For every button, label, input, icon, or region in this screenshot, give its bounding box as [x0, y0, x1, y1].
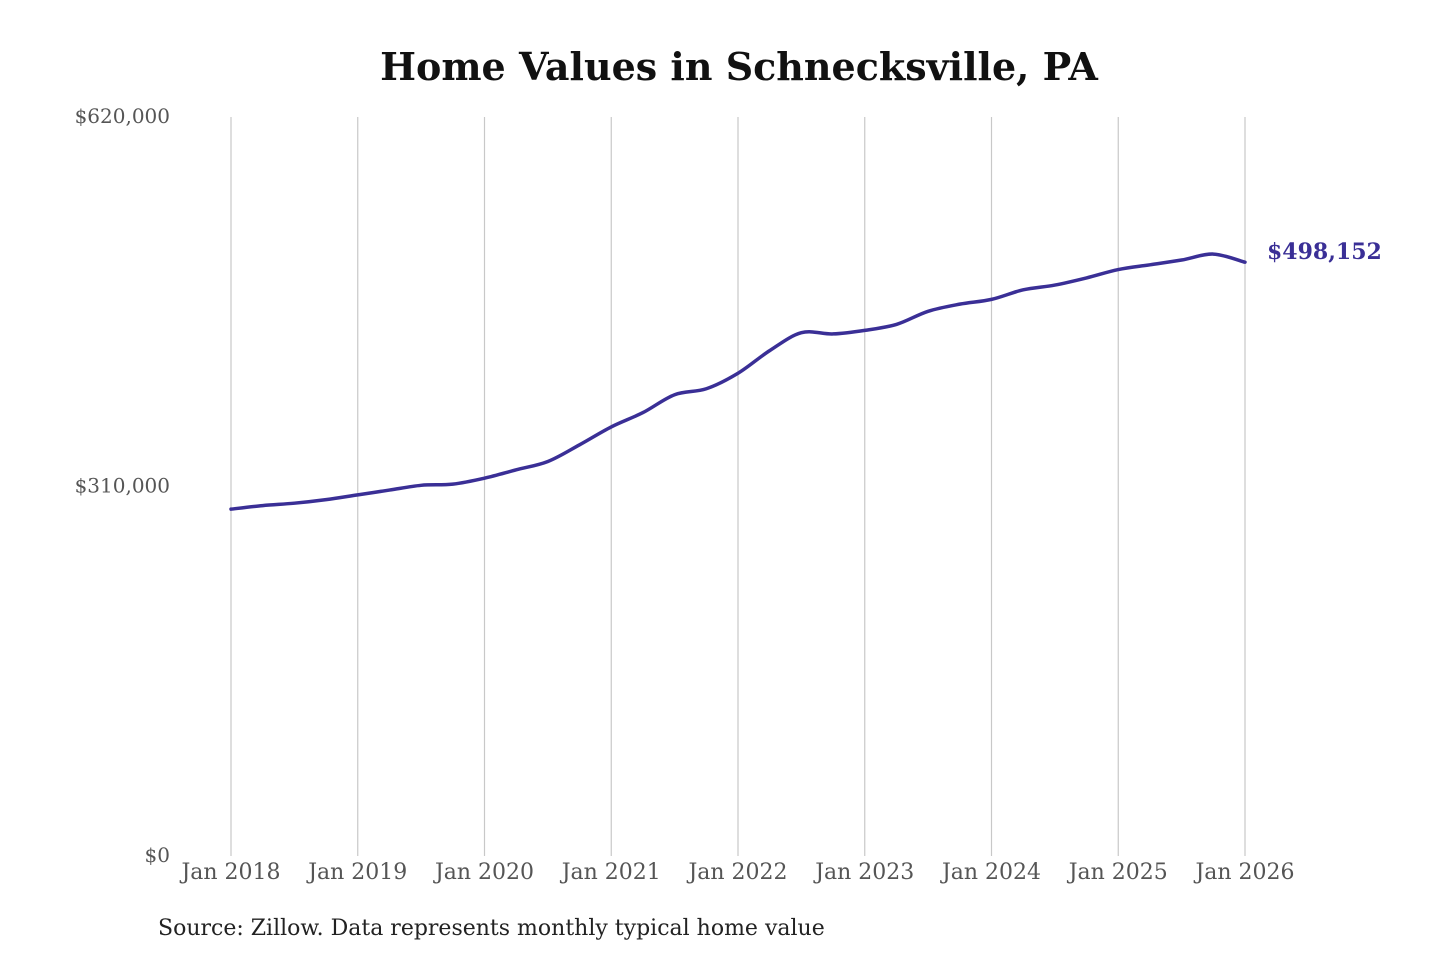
x-tick-label: Jan 2020 — [433, 860, 534, 885]
y-tick-label: $0 — [145, 843, 170, 867]
x-tick-label: Jan 2023 — [813, 860, 914, 885]
x-tick-label: Jan 2021 — [560, 860, 661, 885]
x-axis-ticks: Jan 2018 Jan 2019 Jan 2020 Jan 2021 Jan 2022… — [179, 860, 1294, 885]
y-axis-ticks: $620,000 $310,000 $0 — [75, 104, 170, 867]
source-note: Source: Zillow. Data represents monthly … — [158, 916, 825, 941]
x-tick-label: Jan 2026 — [1193, 860, 1294, 885]
x-tick-label: Jan 2022 — [686, 860, 787, 885]
y-tick-label: $310,000 — [75, 474, 170, 498]
x-tick-label: Jan 2018 — [179, 860, 280, 885]
x-tick-label: Jan 2025 — [1067, 860, 1168, 885]
y-tick-label: $620,000 — [75, 104, 170, 128]
gridlines — [230, 117, 1246, 856]
series-line — [229, 252, 1247, 511]
chart-title: Home Values in Schnecksville, PA — [380, 44, 1098, 89]
x-tick-label: Jan 2019 — [306, 860, 407, 885]
end-value-label: $498,152 — [1267, 239, 1382, 265]
x-tick-label: Jan 2024 — [940, 860, 1041, 885]
series-line-layer: $498,152 — [229, 239, 1382, 511]
